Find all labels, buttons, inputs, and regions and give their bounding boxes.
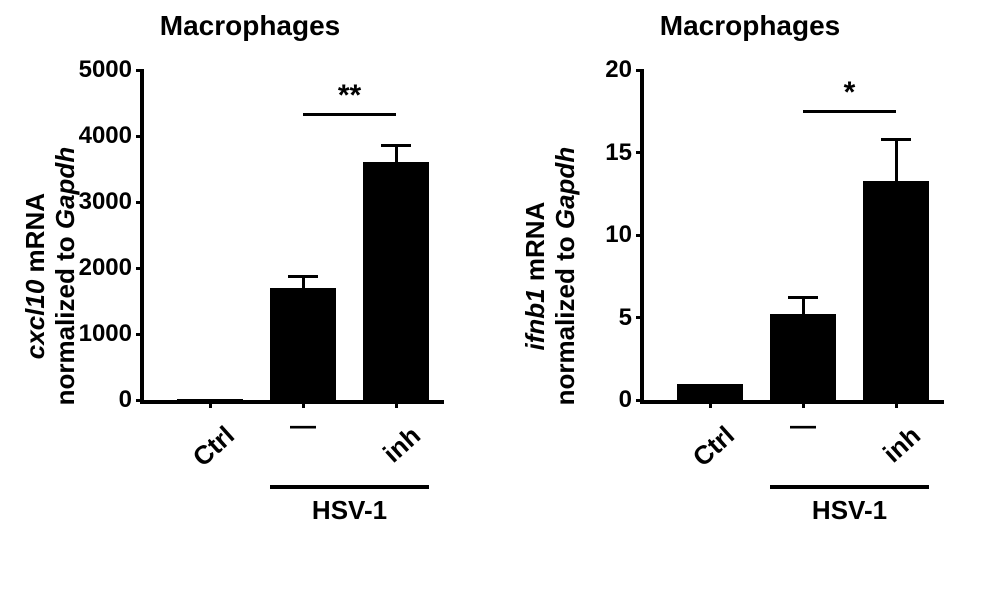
plot-area: 05101520Ctrl—inhHSV-1*: [640, 70, 944, 404]
x-tick-label: —: [783, 410, 823, 441]
x-tick-mark: [209, 400, 212, 408]
error-cap: [288, 275, 318, 278]
chart-title: Macrophages: [20, 10, 480, 42]
y-axis-normalized-gene: Gapdh: [50, 147, 80, 229]
significance-line: [803, 110, 896, 113]
chart-panel: Macrophages ifnb1 mRNAnormalized to Gapdh…: [520, 10, 980, 590]
group-bracket-label: HSV-1: [270, 495, 429, 526]
x-tick-label: —: [283, 410, 323, 441]
bar: [770, 314, 836, 400]
y-axis-normalized-gene: Gapdh: [550, 147, 580, 229]
group-bracket-line: [770, 485, 929, 489]
significance-line: [303, 113, 396, 116]
x-tick-mark: [709, 400, 712, 408]
y-tick-label: 1000: [79, 320, 144, 348]
x-tick-mark: [302, 400, 305, 408]
x-tick-label: Ctrl: [661, 420, 741, 497]
y-axis-gene-name: ifnb1: [520, 288, 550, 350]
significance-stars: **: [303, 79, 396, 113]
chart-panel: Macrophages cxcl10 mRNAnormalized to Gapd…: [20, 10, 480, 590]
y-axis-measure: mRNA: [520, 202, 550, 289]
y-tick-label: 15: [605, 139, 644, 167]
y-tick-label: 5000: [79, 56, 144, 84]
y-axis-normalized-prefix: normalized to: [50, 229, 80, 405]
y-axis-measure: mRNA: [20, 193, 50, 280]
error-bar: [895, 139, 898, 180]
group-bracket-label: HSV-1: [770, 495, 929, 526]
group-bracket-line: [270, 485, 429, 489]
y-axis-gene-name: cxcl10: [20, 280, 50, 360]
y-axis-label: cxcl10 mRNAnormalized to Gapdh: [21, 147, 81, 406]
bar: [270, 288, 336, 400]
x-tick-mark: [395, 400, 398, 408]
y-tick-label: 0: [619, 386, 644, 414]
y-tick-label: 5: [619, 304, 644, 332]
y-tick-label: 20: [605, 56, 644, 84]
x-tick-mark: [802, 400, 805, 408]
y-tick-label: 3000: [79, 188, 144, 216]
x-tick-label: Ctrl: [161, 420, 241, 497]
error-bar: [395, 145, 398, 162]
bar: [363, 162, 429, 400]
bar: [677, 384, 743, 401]
error-cap: [788, 296, 818, 299]
x-tick-mark: [895, 400, 898, 408]
y-axis-normalized-prefix: normalized to: [550, 229, 580, 405]
y-axis-label: ifnb1 mRNAnormalized to Gapdh: [521, 147, 581, 406]
error-cap: [881, 138, 911, 141]
y-tick-label: 0: [119, 386, 144, 414]
plot-area: 010002000300040005000Ctrl—inhHSV-1**: [140, 70, 444, 404]
error-cap: [381, 144, 411, 147]
figure-root: Macrophagescxcl10 mRNAnormalized to Gapd…: [0, 0, 1000, 613]
error-bar: [302, 277, 305, 288]
y-tick-label: 10: [605, 221, 644, 249]
y-tick-label: 2000: [79, 254, 144, 282]
chart-title: Macrophages: [520, 10, 980, 42]
error-bar: [802, 298, 805, 315]
bar: [863, 181, 929, 400]
significance-stars: *: [803, 76, 896, 110]
y-tick-label: 4000: [79, 122, 144, 150]
